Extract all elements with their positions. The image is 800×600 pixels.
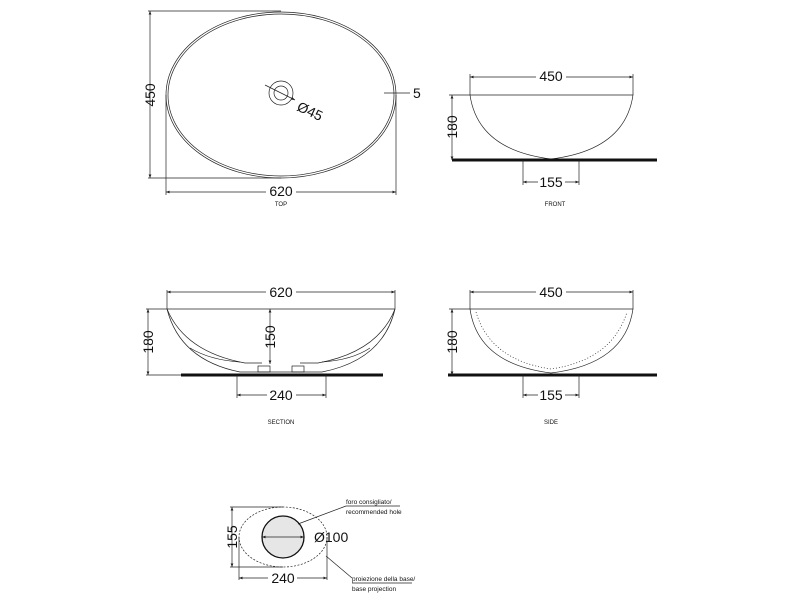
depth-dim-label: 450	[142, 83, 158, 107]
width-dim-label: 620	[269, 183, 293, 199]
basin-outline-inner	[167, 13, 395, 177]
front-height-label: 180	[444, 115, 460, 139]
drain-diameter-label: Ø45	[295, 98, 326, 124]
section-base-label: 240	[269, 387, 293, 403]
front-base-label: 155	[539, 174, 563, 190]
section-width-label: 620	[269, 284, 293, 300]
side-base-label: 155	[539, 387, 563, 403]
side-width-label: 450	[539, 284, 563, 300]
top-caption: TOP	[275, 202, 287, 208]
section-inner-depth-label: 150	[262, 325, 278, 349]
rim-dim-label: 5	[413, 85, 421, 101]
top-view: Ø45 450 620 5 TOP	[142, 10, 421, 208]
cutout-view: Ø100 155 240 foro consigliato/ recommend…	[224, 499, 415, 593]
side-height-label: 180	[444, 330, 460, 354]
cutout-height-label: 155	[224, 525, 240, 549]
front-caption: FRONT	[545, 202, 566, 208]
section-height-label: 180	[140, 330, 156, 354]
side-caption: SIDE	[544, 420, 558, 426]
base-note-line2: base projection	[352, 586, 396, 593]
section-view: 620 180 150 240 SECTION	[140, 284, 396, 426]
hole-note-line1: foro consigliato/	[346, 499, 392, 506]
base-note-line1: proiezione della base/	[352, 576, 415, 583]
side-view: 450 180 155 SIDE	[444, 284, 657, 426]
drain-inner	[273, 85, 289, 101]
bowl-profile	[469, 94, 634, 160]
front-view: 450 180 155 FRONT	[444, 68, 657, 208]
drain-outer	[268, 80, 294, 106]
section-caption: SECTION	[268, 420, 295, 426]
hole-diameter-label: Ø100	[314, 529, 348, 545]
hole-note-line2: recommended hole	[346, 509, 402, 516]
basin-outline-outer	[165, 11, 397, 179]
cutout-width-label: 240	[271, 570, 295, 586]
front-width-label: 450	[539, 68, 563, 84]
